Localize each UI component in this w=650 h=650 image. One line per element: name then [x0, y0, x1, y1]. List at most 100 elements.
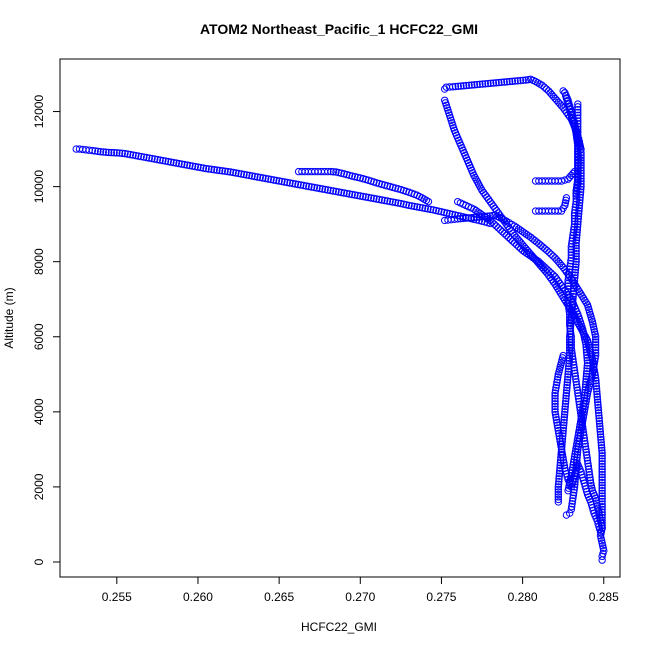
data-point — [575, 204, 583, 212]
data-point — [559, 456, 568, 464]
data-point — [566, 325, 575, 333]
data-point — [486, 79, 495, 87]
data-point — [569, 358, 578, 366]
data-point — [253, 173, 262, 181]
data-point — [574, 176, 582, 184]
data-point — [575, 137, 584, 146]
data-point — [598, 478, 606, 487]
data-point — [568, 500, 576, 508]
data-point — [156, 156, 164, 164]
data-point — [391, 198, 400, 207]
data-point — [426, 205, 435, 214]
data-series — [561, 89, 585, 153]
data-point — [353, 173, 362, 182]
data-point — [581, 380, 590, 389]
data-point — [598, 473, 606, 481]
data-point — [297, 181, 305, 189]
data-point — [577, 412, 586, 421]
data-point — [565, 346, 574, 354]
data-point — [581, 383, 590, 391]
data-point — [560, 410, 569, 419]
data-point — [123, 150, 132, 158]
data-point — [572, 252, 580, 261]
data-series — [531, 194, 571, 215]
data-point — [394, 199, 402, 207]
data-point — [583, 356, 592, 365]
data-point — [598, 446, 606, 455]
data-point — [570, 282, 578, 290]
data-point — [597, 441, 606, 449]
data-point — [598, 492, 606, 500]
data-point — [593, 387, 601, 396]
data-point — [592, 379, 600, 388]
data-point — [572, 255, 580, 263]
data-point — [318, 185, 327, 193]
data-point — [582, 343, 590, 351]
data-point — [570, 279, 579, 287]
data-point — [305, 182, 313, 191]
data-point — [134, 152, 143, 160]
data-point — [598, 452, 606, 460]
data-point — [476, 80, 484, 88]
y-tick-label: 8000 — [32, 248, 46, 275]
data-point — [567, 257, 575, 265]
data-point — [543, 246, 551, 255]
data-point — [596, 430, 605, 439]
data-point — [397, 199, 405, 208]
data-point — [573, 223, 582, 231]
data-series — [531, 167, 579, 185]
data-point — [334, 168, 343, 177]
data-point — [553, 418, 561, 427]
data-point — [554, 483, 563, 491]
data-point — [571, 369, 579, 378]
data-point — [573, 386, 582, 394]
data-point — [570, 361, 578, 369]
data-point — [568, 497, 577, 505]
data-point — [121, 149, 129, 158]
data-point — [488, 218, 496, 226]
data-point — [561, 402, 569, 411]
data-point — [424, 205, 432, 213]
data-point — [563, 375, 572, 384]
data-point — [591, 346, 600, 354]
data-point — [578, 407, 587, 416]
data-point — [574, 165, 582, 173]
data-point — [164, 157, 172, 166]
data-point — [574, 215, 582, 223]
data-point — [594, 406, 603, 414]
data-point — [512, 241, 521, 249]
data-point — [569, 494, 577, 502]
data-point — [591, 335, 600, 344]
data-point — [574, 389, 582, 397]
data-point — [598, 495, 606, 503]
data-point — [524, 75, 532, 84]
x-tick-label: 0.270 — [345, 590, 375, 604]
data-point — [418, 204, 427, 212]
data-point — [594, 398, 602, 406]
data-point — [459, 214, 467, 223]
data-point — [586, 473, 594, 482]
plot-area — [59, 58, 621, 578]
data-point — [94, 147, 102, 156]
data-point — [559, 453, 567, 462]
data-point — [554, 426, 563, 435]
data-point — [585, 465, 593, 473]
data-point — [598, 505, 606, 514]
data-point — [484, 79, 492, 88]
data-point — [551, 405, 559, 413]
data-point — [597, 444, 606, 452]
data-point — [242, 171, 251, 179]
data-point — [573, 439, 581, 448]
data-point — [551, 408, 559, 416]
data-point — [118, 149, 126, 158]
data-point — [510, 239, 519, 247]
data-point — [508, 77, 517, 85]
data-point — [588, 355, 597, 363]
data-point — [583, 353, 591, 362]
data-point — [592, 385, 601, 393]
data-point — [399, 200, 408, 208]
data-point — [562, 386, 571, 395]
data-point — [432, 206, 440, 215]
data-point — [210, 166, 218, 174]
data-point — [505, 77, 514, 86]
